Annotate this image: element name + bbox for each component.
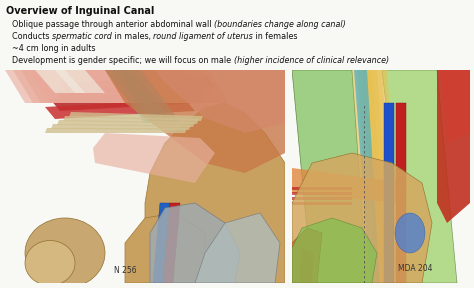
Text: N 256: N 256 [114,266,137,275]
Polygon shape [69,112,203,121]
Polygon shape [35,70,85,93]
Text: in males,: in males, [112,32,154,41]
Bar [292,197,352,200]
Polygon shape [105,70,165,123]
Text: Development is gender specific; we will focus on male: Development is gender specific; we will … [12,56,234,65]
Polygon shape [155,70,285,133]
Polygon shape [50,91,200,111]
Ellipse shape [25,218,105,288]
Polygon shape [150,203,240,283]
Polygon shape [51,124,191,130]
Polygon shape [45,128,187,133]
Polygon shape [163,203,180,283]
Polygon shape [292,168,407,203]
Polygon shape [45,99,195,119]
Polygon shape [352,70,387,283]
Text: in females: in females [253,32,298,41]
Text: Conducts: Conducts [12,32,52,41]
Polygon shape [63,116,199,124]
Bar [384,103,394,283]
Ellipse shape [25,240,75,285]
Polygon shape [60,75,215,95]
Polygon shape [93,133,215,183]
Polygon shape [292,70,367,283]
Polygon shape [57,120,195,127]
Polygon shape [55,70,105,93]
Text: round ligament of uterus: round ligament of uterus [154,32,253,41]
Polygon shape [382,70,457,283]
Polygon shape [13,70,213,103]
Polygon shape [292,153,432,283]
Polygon shape [440,70,470,143]
Polygon shape [292,228,322,283]
Bar [292,192,352,195]
Polygon shape [29,70,229,103]
Polygon shape [55,83,205,103]
Text: ~4 cm long in adults: ~4 cm long in adults [12,44,95,53]
Polygon shape [145,103,285,283]
Text: Overview of Inguinal Canal: Overview of Inguinal Canal [6,6,155,16]
Polygon shape [437,70,470,223]
Ellipse shape [395,213,425,253]
Polygon shape [125,213,205,283]
Polygon shape [5,70,205,103]
Polygon shape [153,203,170,283]
Polygon shape [195,213,280,283]
Polygon shape [357,70,392,283]
Text: (higher incidence of clinical relevance): (higher incidence of clinical relevance) [234,56,389,65]
Polygon shape [300,248,314,283]
Polygon shape [367,70,402,283]
Text: (boundaries change along canal): (boundaries change along canal) [214,20,346,29]
Text: spermatic cord: spermatic cord [52,32,112,41]
Polygon shape [121,70,181,123]
Bar [292,187,352,190]
Polygon shape [105,70,285,173]
Polygon shape [362,70,397,283]
Polygon shape [113,70,173,123]
Polygon shape [354,70,380,283]
Bar [292,202,352,205]
Text: Oblique passage through anterior abdominal wall: Oblique passage through anterior abdomin… [12,20,214,29]
Bar [396,103,406,283]
Polygon shape [292,218,377,283]
Text: MDA 204: MDA 204 [398,264,432,273]
Polygon shape [21,70,221,103]
